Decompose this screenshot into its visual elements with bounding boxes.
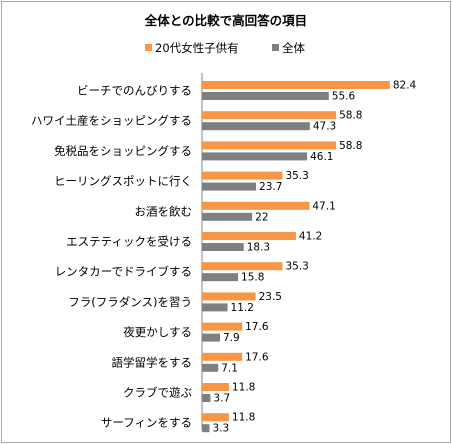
chart-title: 全体との比較で高回答の項目 xyxy=(144,13,307,28)
data-label: 22 xyxy=(255,211,268,223)
bar-overall xyxy=(202,212,253,221)
data-label: 11.8 xyxy=(232,412,255,424)
bar-overall xyxy=(202,243,244,251)
bar-overall xyxy=(202,122,310,131)
bar-women20s xyxy=(202,111,337,120)
legend-swatch-0 xyxy=(145,44,152,51)
category-label: クラブで遊ぶ xyxy=(123,386,192,400)
legend-swatch-1 xyxy=(272,44,279,51)
bar-women20s xyxy=(202,201,310,210)
legend-label-1: 全体 xyxy=(282,41,305,55)
category-label: ヒーリングスポットに行く xyxy=(54,174,192,188)
bar-overall xyxy=(202,152,308,161)
data-label: 35.3 xyxy=(285,261,308,273)
bar-women20s xyxy=(202,262,283,271)
data-label: 15.8 xyxy=(241,272,264,284)
bar-women20s xyxy=(202,171,283,180)
bar-women20s xyxy=(202,413,229,422)
bar-overall xyxy=(202,92,329,100)
data-label: 7.1 xyxy=(221,362,238,374)
bar-overall xyxy=(202,182,257,191)
bar-women20s xyxy=(202,383,229,391)
data-label: 82.4 xyxy=(393,80,417,92)
data-label: 58.8 xyxy=(339,140,362,152)
category-label: ハワイ土産をショッピングする xyxy=(31,114,192,128)
category-label: フラ(フラダンス)を習う xyxy=(68,295,192,309)
data-label: 11.8 xyxy=(232,382,255,394)
bar-women20s xyxy=(202,292,256,301)
category-label: エステティックを受ける xyxy=(66,235,192,249)
bar-overall xyxy=(202,273,239,282)
bar-women20s xyxy=(202,232,296,240)
data-label: 23.5 xyxy=(259,291,282,303)
data-label: 3.3 xyxy=(213,423,230,435)
category-label: 夜更かしする xyxy=(123,325,192,339)
bar-overall xyxy=(202,424,210,433)
bar-overall xyxy=(202,333,221,342)
bar-overall xyxy=(202,303,228,312)
category-label: 免税品をショッピングする xyxy=(54,144,192,158)
bar-women20s xyxy=(202,322,243,331)
data-label: 17.6 xyxy=(245,351,269,363)
data-label: 41.2 xyxy=(299,231,322,243)
category-label: 語学留学をする xyxy=(112,355,193,369)
bar-overall xyxy=(202,363,219,372)
data-label: 23.7 xyxy=(259,181,282,193)
data-label: 3.7 xyxy=(213,393,230,405)
data-label: 17.6 xyxy=(245,321,269,333)
bar-women20s xyxy=(202,141,337,150)
bar-overall xyxy=(202,394,211,402)
legend-label-0: 20代女性子供有 xyxy=(155,41,239,55)
data-label: 18.3 xyxy=(247,242,270,254)
bar-women20s xyxy=(202,81,390,89)
data-label: 47.3 xyxy=(313,121,336,133)
data-label: 7.9 xyxy=(223,332,240,344)
category-label: ビーチでのんびりする xyxy=(77,84,192,98)
legend: 20代女性子供有 全体 xyxy=(145,41,305,55)
plot-area: ビーチでのんびりする 82.4 55.6 ハワイ土産をショッピングする 58.847.3… xyxy=(31,80,417,435)
data-label: 35.3 xyxy=(285,170,308,182)
data-label: 55.6 xyxy=(332,91,356,103)
data-label: 58.8 xyxy=(339,110,362,122)
category-label: サーフィンをする xyxy=(101,416,192,430)
category-label: お酒を飲む xyxy=(135,204,193,218)
bar-women20s xyxy=(202,352,243,361)
data-label: 11.2 xyxy=(231,302,254,314)
data-label: 46.1 xyxy=(310,151,333,163)
category-label: レンタカーでドライブする xyxy=(55,265,192,279)
data-label: 47.1 xyxy=(312,200,335,212)
